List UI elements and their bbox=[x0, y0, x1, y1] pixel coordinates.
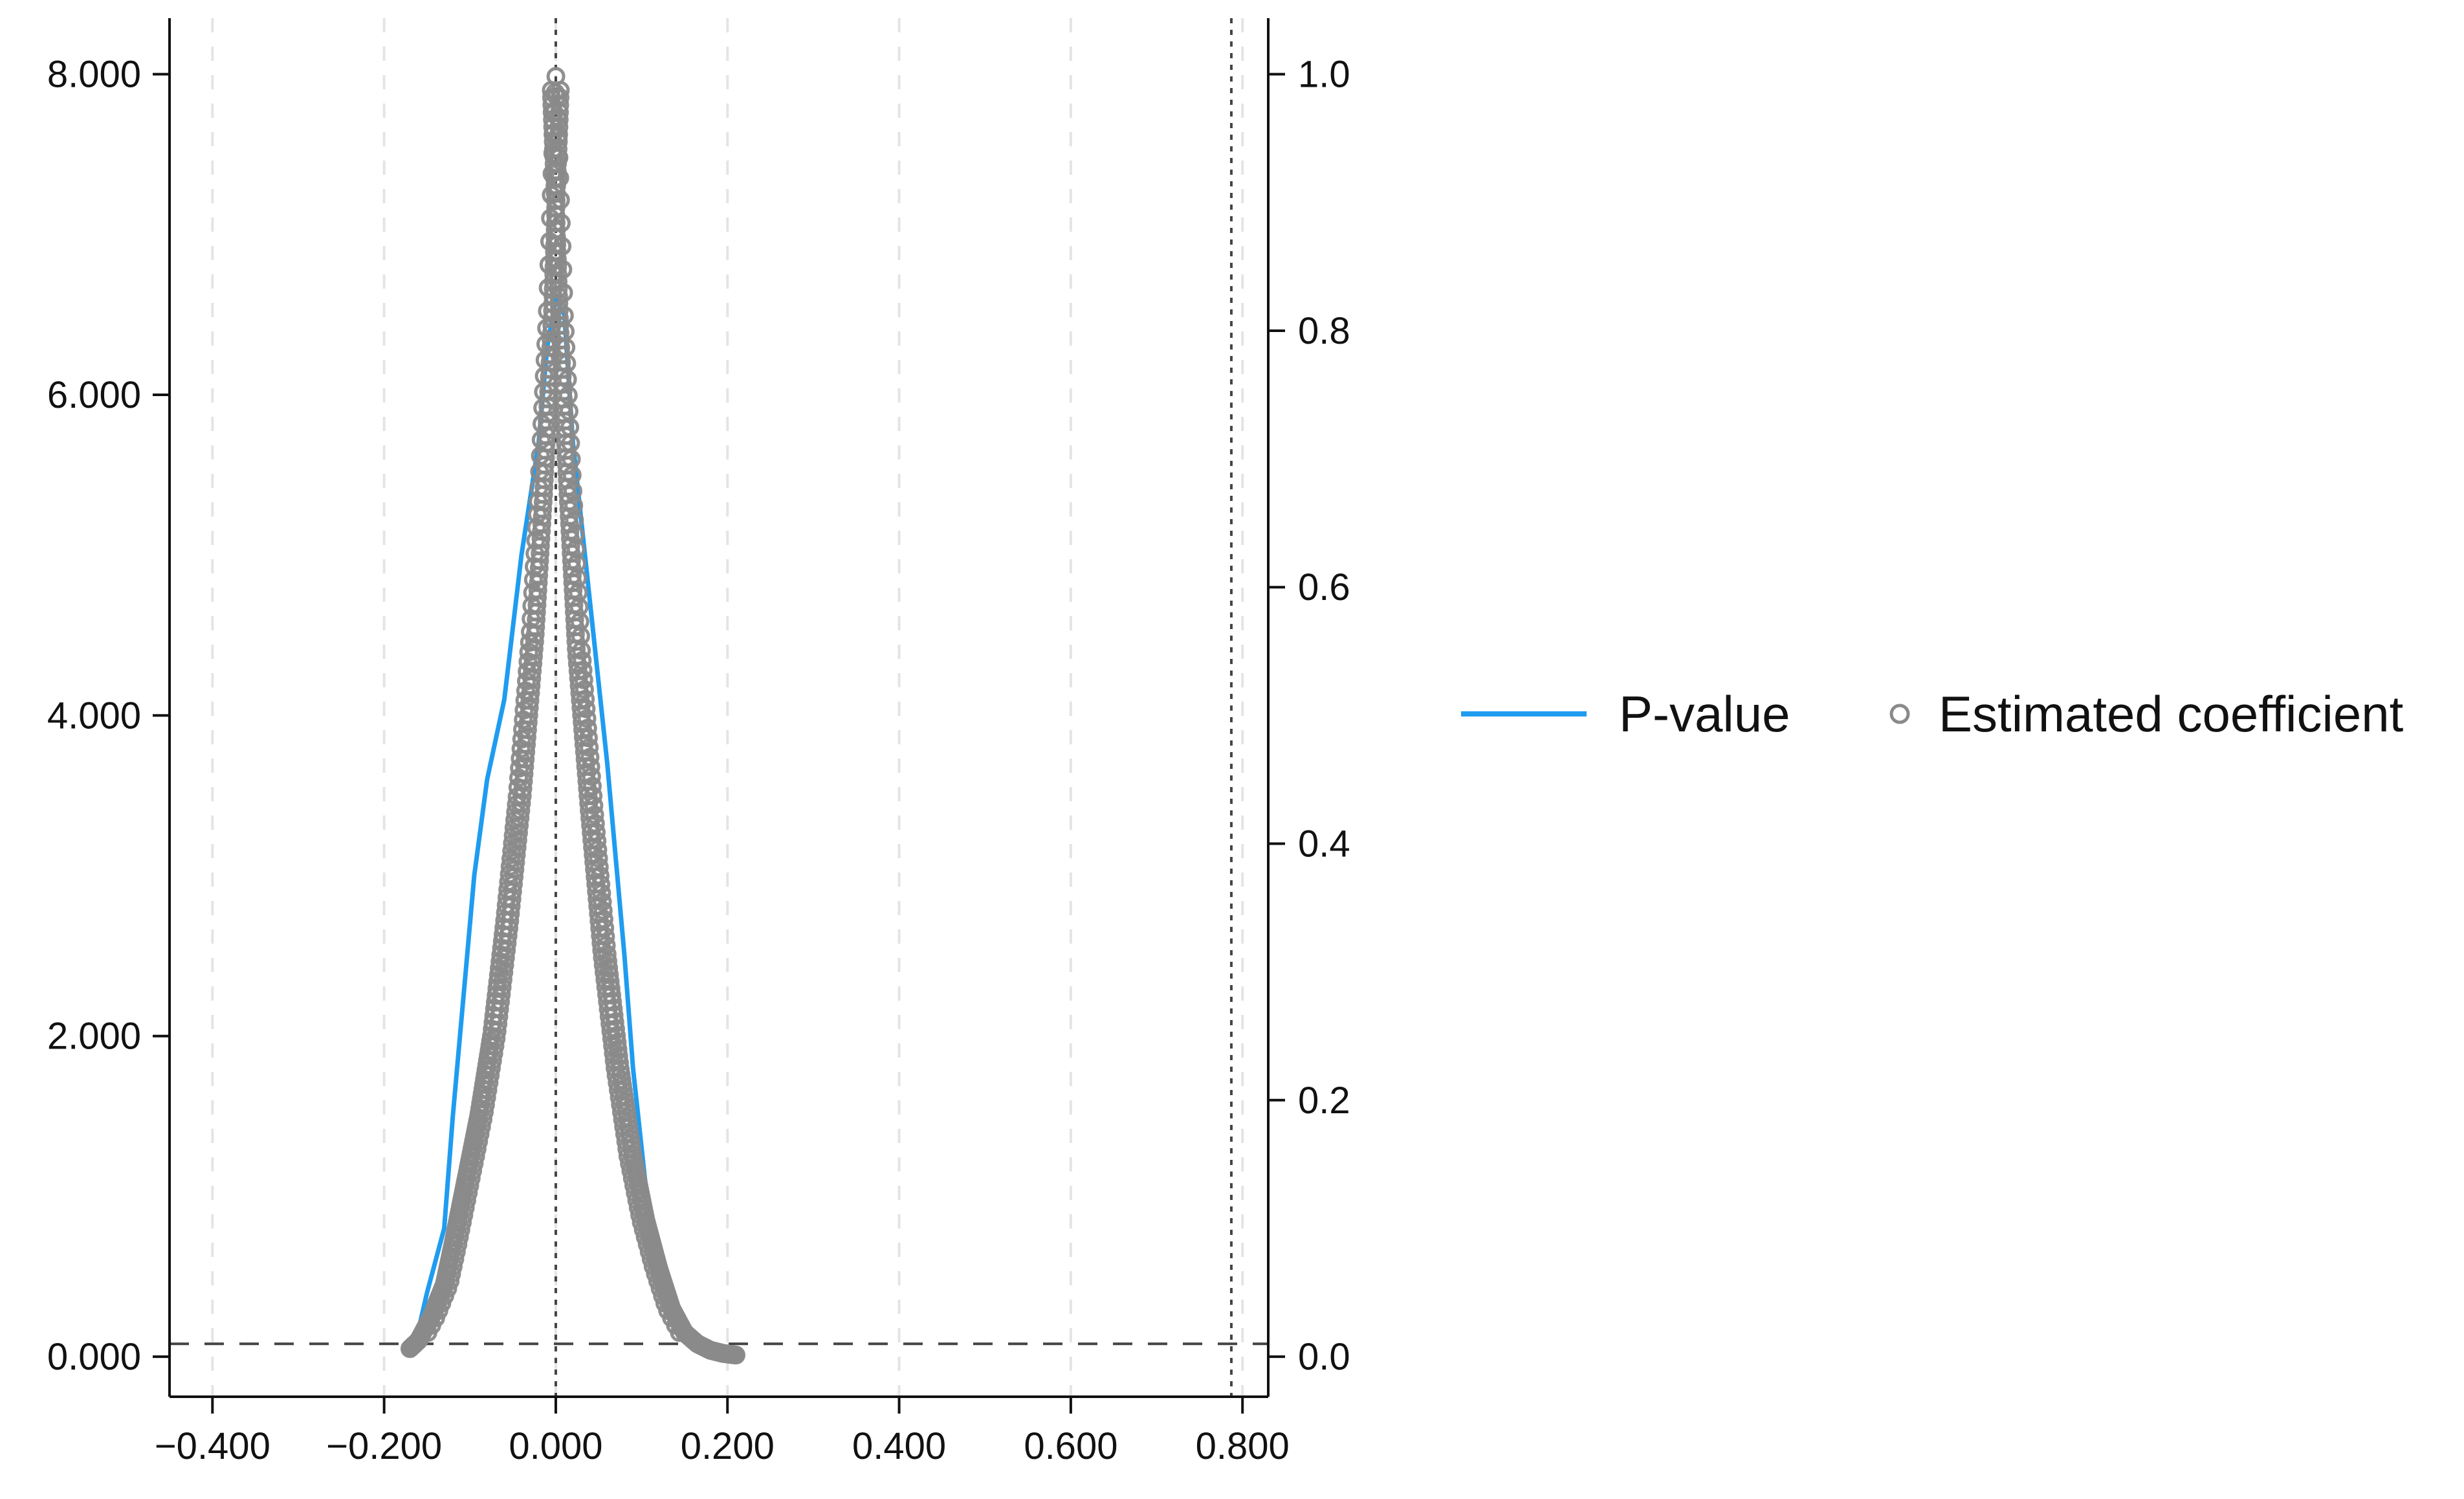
x-axis-tick-label-0: −0.400 bbox=[155, 1425, 270, 1467]
estimated-coefficient-point bbox=[542, 80, 561, 100]
axis-layer: −0.400 −0.200 0.000 0.200 0.400 0.600 0.800 0.0… bbox=[47, 18, 1350, 1467]
x-axis-tick-label-1: −0.200 bbox=[326, 1425, 442, 1467]
reference-lines bbox=[170, 18, 1268, 1397]
estimated-coefficient-point bbox=[727, 1346, 746, 1365]
grid-layer bbox=[211, 18, 1244, 1397]
estimated-coefficient-point bbox=[551, 80, 570, 100]
left-y-axis-tick-label-0: 0.000 bbox=[47, 1336, 141, 1378]
left-y-axis-tick-label-1: 2.000 bbox=[47, 1016, 141, 1058]
x-axis-tick-label-3: 0.200 bbox=[681, 1425, 775, 1467]
right-y-axis-tick-label-5: 1.0 bbox=[1298, 54, 1350, 96]
right-y-axis-tick-label-2: 0.4 bbox=[1298, 823, 1350, 865]
series-layer bbox=[400, 67, 746, 1365]
x-axis-tick-label-5: 0.600 bbox=[1024, 1425, 1117, 1467]
legend-label-p-value: P-value bbox=[1619, 685, 1790, 742]
x-axis-tick-label-2: 0.000 bbox=[509, 1425, 602, 1467]
x-axis-tick-label-4: 0.400 bbox=[852, 1425, 946, 1467]
right-y-axis-tick-label-4: 0.8 bbox=[1298, 310, 1350, 352]
right-y-axis-tick-label-0: 0.0 bbox=[1298, 1336, 1350, 1378]
legend: P-value Estimated coefficient bbox=[1461, 685, 2404, 742]
estimated-coefficient-points bbox=[400, 67, 746, 1365]
left-y-axis-tick-label-4: 8.000 bbox=[47, 54, 141, 96]
left-y-axis-tick-label-3: 6.000 bbox=[47, 374, 141, 416]
right-y-axis-tick-label-1: 0.2 bbox=[1298, 1080, 1350, 1122]
right-y-axis-tick-label-3: 0.6 bbox=[1298, 566, 1350, 608]
legend-marker-swatch bbox=[1889, 704, 1910, 724]
left-y-axis-tick-label-2: 4.000 bbox=[47, 694, 141, 737]
legend-label-estimated-coefficient: Estimated coefficient bbox=[1939, 685, 2404, 742]
x-axis-tick-label-6: 0.800 bbox=[1196, 1425, 1290, 1467]
